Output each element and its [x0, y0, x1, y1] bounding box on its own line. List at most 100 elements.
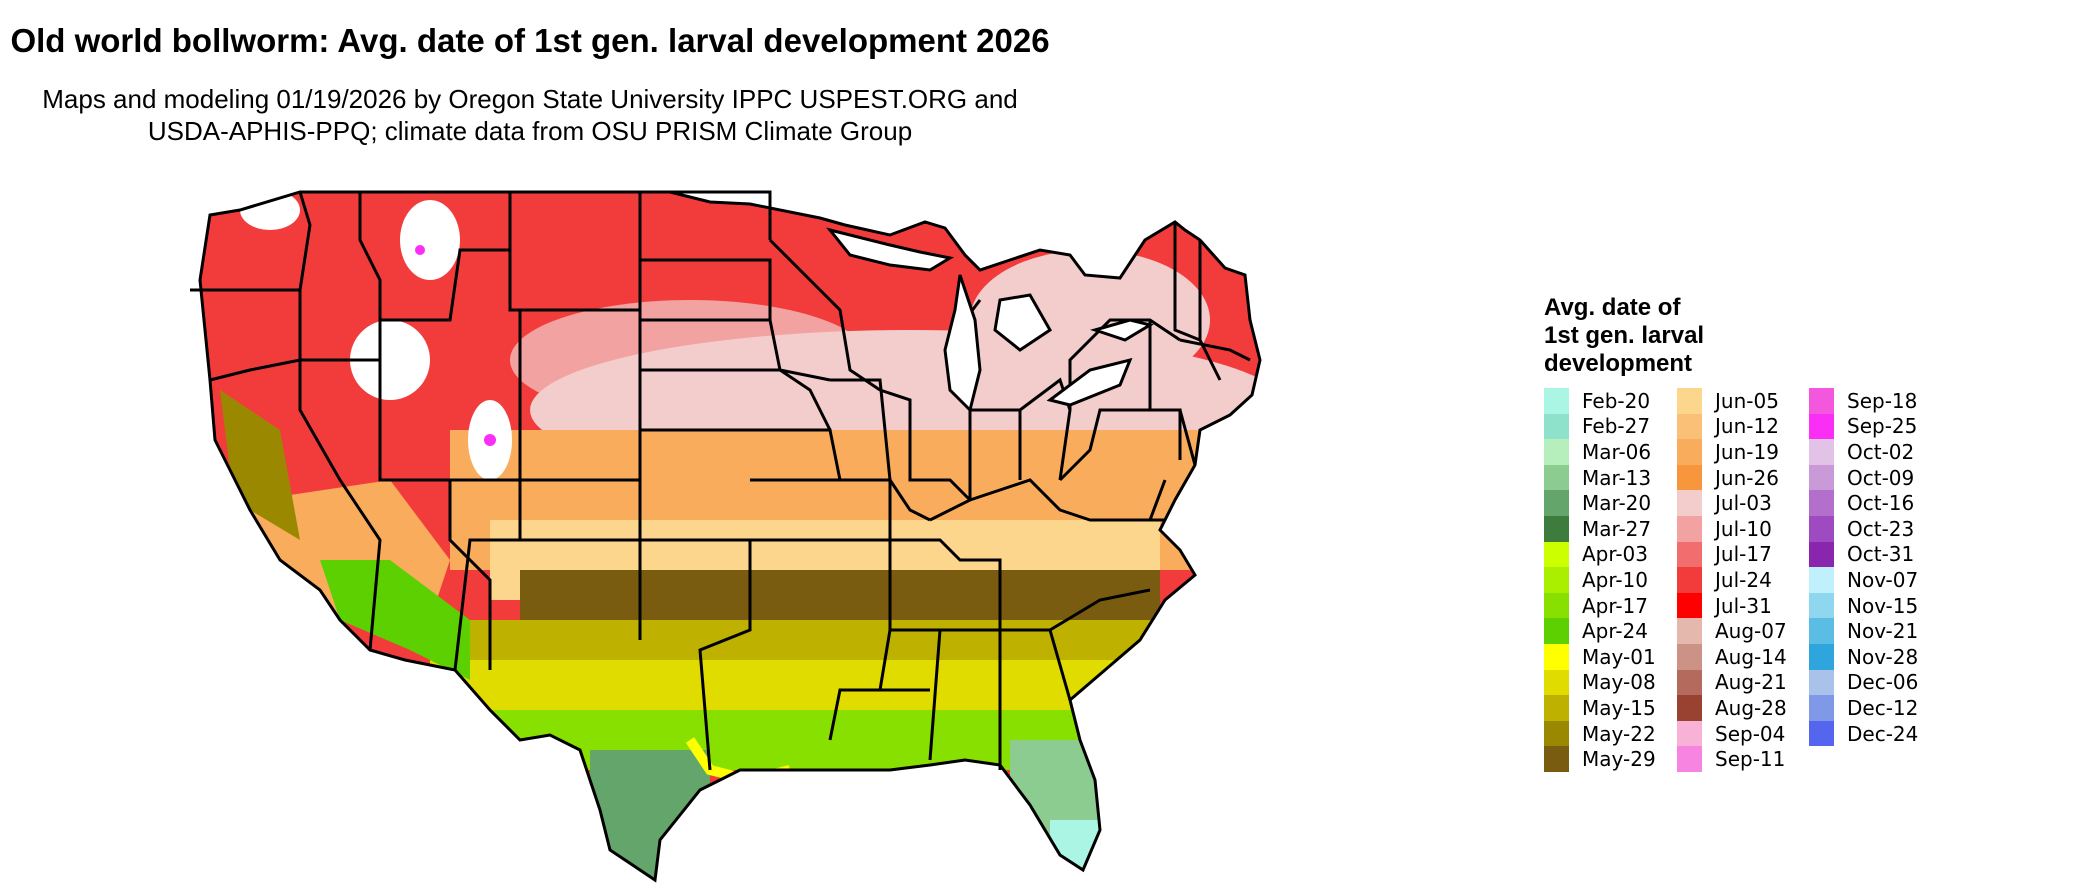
legend-swatch [1544, 669, 1569, 696]
legend-item: Oct-23 [1809, 515, 1918, 542]
legend-item: Sep-25 [1809, 413, 1918, 440]
legend-label: Aug-07 [1715, 619, 1787, 644]
legend-item: Jun-12 [1677, 413, 1787, 440]
us-degree-day-map [190, 190, 1262, 883]
legend-swatch [1677, 618, 1702, 644]
legend-swatch [1544, 592, 1569, 619]
legend-swatch [1809, 388, 1834, 414]
legend-swatch [1809, 515, 1834, 542]
legend-label: Feb-27 [1582, 414, 1651, 439]
legend-label: Jul-17 [1715, 542, 1772, 567]
legend-label: Apr-10 [1582, 567, 1648, 592]
legend-label: Jun-19 [1715, 439, 1779, 464]
legend-item: Jun-19 [1677, 439, 1787, 465]
legend-swatch [1544, 413, 1569, 440]
legend-label: Aug-21 [1715, 670, 1787, 695]
legend-label: Apr-24 [1582, 619, 1648, 644]
legend-item: Apr-24 [1544, 618, 1656, 644]
legend-item: Feb-20 [1544, 388, 1656, 414]
legend-item: May-08 [1544, 669, 1656, 696]
legend-swatch [1809, 413, 1834, 440]
legend-item: Nov-28 [1809, 643, 1918, 670]
legend-item: Apr-17 [1544, 592, 1656, 619]
legend-item: May-22 [1544, 720, 1656, 747]
legend-item: Oct-02 [1809, 439, 1918, 465]
legend-label: Oct-09 [1847, 465, 1915, 490]
map-raster-bands [200, 192, 1260, 880]
legend-label: Jun-12 [1715, 414, 1779, 439]
legend-swatch [1544, 541, 1569, 568]
legend-label: Dec-06 [1847, 670, 1919, 695]
legend-label: Mar-27 [1582, 516, 1652, 541]
legend-item: Aug-21 [1677, 669, 1787, 696]
legend-item: Mar-27 [1544, 515, 1656, 542]
legend-label: Oct-23 [1847, 516, 1915, 541]
great-lakes [826, 227, 1154, 413]
legend-label: Jul-10 [1715, 516, 1772, 541]
legend-column-2: Jun-05 Jun-12 Jun-19 Jun-26 Jul-03 Jul-10 Jul-… [1677, 388, 1787, 772]
legend-item: Apr-10 [1544, 567, 1656, 593]
legend-swatch [1544, 746, 1569, 772]
legend-item: Nov-21 [1809, 618, 1918, 644]
legend-item: Jun-05 [1677, 388, 1787, 414]
legend-item: Mar-06 [1544, 439, 1656, 465]
legend-label: Sep-25 [1847, 414, 1918, 439]
legend-item: Jul-31 [1677, 592, 1787, 619]
legend-label: May-01 [1582, 644, 1656, 669]
legend-label: Sep-11 [1715, 747, 1786, 772]
legend-title-line-2: 1st gen. larval [1544, 322, 1705, 349]
legend-item: Dec-12 [1809, 695, 1918, 721]
legend-label: Jun-26 [1715, 465, 1779, 490]
legend-label: Jul-31 [1715, 593, 1772, 618]
legend-label: Apr-17 [1582, 593, 1648, 618]
legend-item: Sep-11 [1677, 746, 1787, 772]
legend-label: May-22 [1582, 721, 1656, 746]
legend-label: Nov-21 [1847, 619, 1919, 644]
legend-item: May-01 [1544, 643, 1656, 670]
legend-label: Mar-20 [1582, 491, 1652, 516]
legend-item: May-15 [1544, 695, 1656, 721]
legend-label: Oct-02 [1847, 439, 1915, 464]
map-title-text: Old world bollworm: Avg. date of 1st gen… [10, 22, 1050, 59]
legend-item: May-29 [1544, 746, 1656, 772]
legend-label: Nov-07 [1847, 567, 1919, 592]
legend-label: Aug-14 [1715, 644, 1787, 669]
legend-swatch [1544, 490, 1569, 516]
legend-item: Aug-07 [1677, 618, 1787, 644]
legend-label: Oct-16 [1847, 491, 1915, 516]
legend-label: Dec-24 [1847, 721, 1919, 746]
legend: Feb-20 Feb-27 Mar-06 Mar-13 Mar-20 Mar-27 Apr-… [1544, 388, 1964, 778]
legend-title-line-3: development [1544, 350, 1693, 377]
legend-swatch [1809, 592, 1834, 619]
legend-label: Nov-15 [1847, 593, 1919, 618]
map-title: Old world bollworm: Avg. date of 1st gen… [0, 22, 2100, 60]
legend-item: Apr-03 [1544, 541, 1656, 568]
legend-swatch [1677, 720, 1702, 747]
legend-item: Jul-03 [1677, 490, 1787, 516]
legend-swatch [1677, 464, 1702, 491]
legend-item: Aug-28 [1677, 695, 1787, 721]
legend-swatch [1677, 669, 1702, 696]
legend-swatch [1544, 567, 1569, 593]
legend-swatch [1677, 388, 1702, 414]
legend-label: Feb-20 [1582, 388, 1651, 413]
legend-item: Dec-24 [1809, 720, 1919, 747]
legend-item: Jul-17 [1677, 541, 1787, 568]
subtitle-line-1-text: Maps and modeling 01/19/2026 by Oregon S… [42, 84, 1018, 114]
legend-label: Mar-06 [1582, 439, 1652, 464]
legend-title: Avg. date of 1st gen. larval development [1544, 294, 1704, 378]
legend-swatch [1809, 490, 1834, 516]
legend-item: Oct-09 [1809, 464, 1918, 491]
legend-swatch [1544, 515, 1569, 542]
legend-swatch [1809, 669, 1834, 696]
legend-swatch [1677, 439, 1702, 465]
legend-item: Jun-26 [1677, 464, 1787, 491]
legend-swatch [1544, 439, 1569, 465]
legend-swatch [1809, 720, 1834, 747]
legend-swatch [1677, 515, 1702, 542]
legend-label: Jul-03 [1715, 491, 1772, 516]
legend-swatch [1809, 618, 1834, 644]
legend-item: Oct-31 [1809, 541, 1918, 568]
legend-swatch [1544, 618, 1569, 644]
legend-swatch [1809, 464, 1834, 491]
